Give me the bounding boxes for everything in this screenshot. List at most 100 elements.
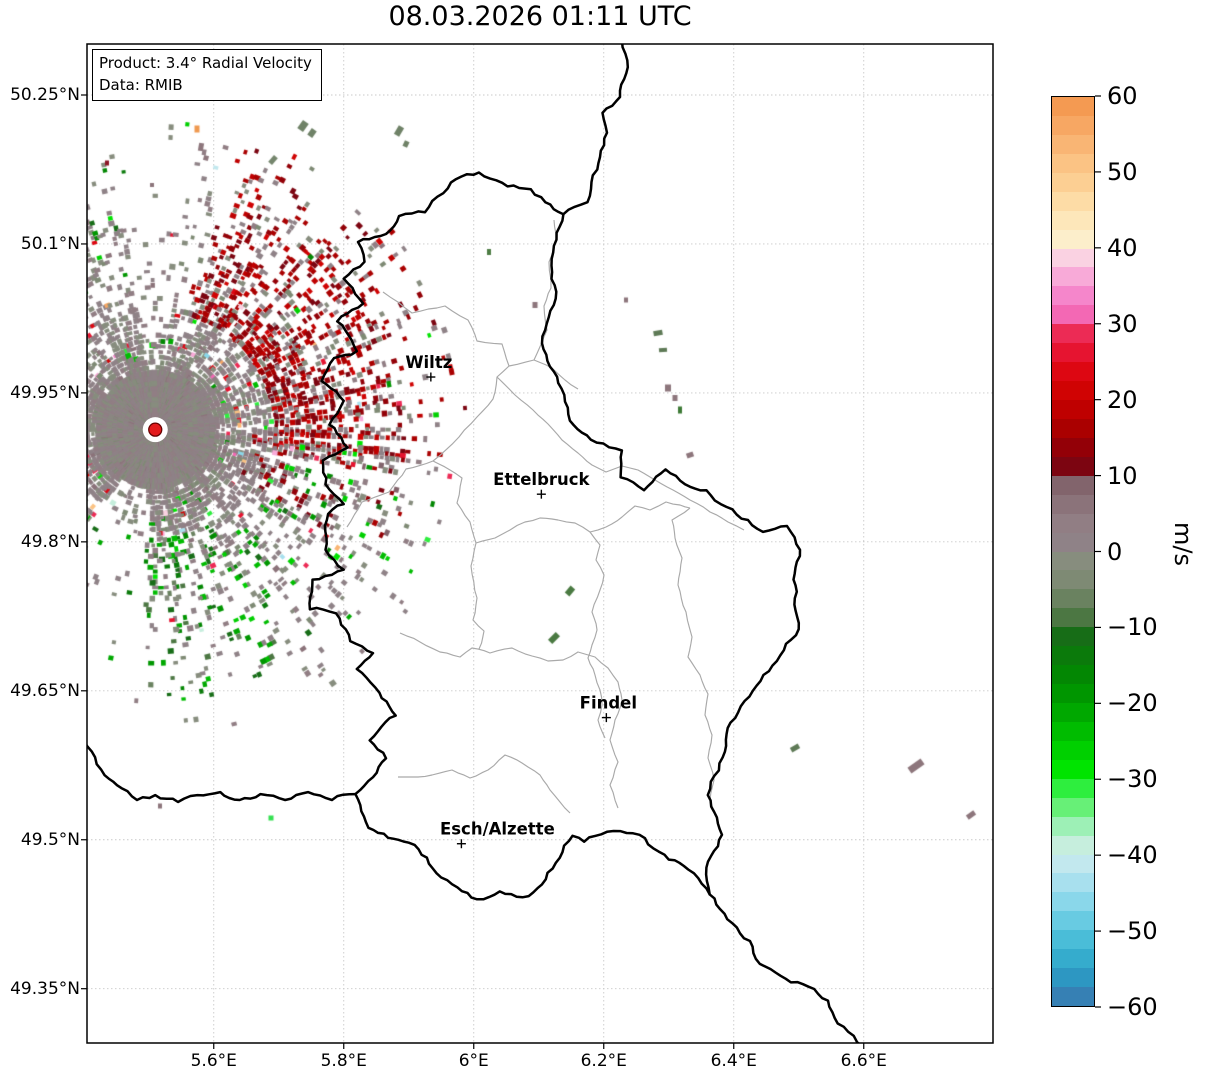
x-tick-label: 6.4°E (710, 1051, 757, 1071)
colorbar-tick-label: 40 (1107, 233, 1138, 262)
radar-scatter-canvas (87, 44, 993, 1043)
colorbar-band (1052, 589, 1094, 609)
colorbar-band (1052, 949, 1094, 969)
colorbar-tick-label: 20 (1107, 385, 1138, 414)
colorbar-band (1052, 381, 1094, 400)
colorbar-band (1052, 873, 1094, 893)
colorbar-band (1052, 400, 1094, 419)
page-title: 08.03.2026 01:11 UTC (388, 1, 692, 32)
city-label: Esch/Alzette (440, 820, 555, 839)
colorbar (1051, 96, 1095, 1007)
colorbar-tick-label: −20 (1107, 689, 1158, 718)
radar-site-dot (148, 422, 163, 437)
colorbar-band (1052, 437, 1094, 457)
canton-border-line (399, 632, 623, 809)
colorbar-band (1052, 911, 1094, 931)
colorbar-band (1052, 456, 1094, 476)
colorbar-band (1052, 475, 1094, 495)
colorbar-band (1052, 892, 1094, 912)
canton-borders (346, 219, 745, 816)
country-border-be_fr (87, 743, 357, 804)
colorbar-band (1052, 286, 1094, 306)
colorbar-band (1052, 229, 1094, 249)
colorbar-band (1052, 532, 1094, 552)
canton-border-line (346, 291, 510, 528)
city-label: Findel (580, 694, 637, 713)
x-tick-label: 6°E (458, 1051, 489, 1071)
colorbar-band (1052, 172, 1094, 192)
y-tick-label: 49.95°N (10, 382, 80, 403)
colorbar-band (1052, 191, 1094, 211)
colorbar-band (1052, 418, 1094, 438)
y-tick-label: 49.5°N (20, 829, 80, 850)
canton-border-line (496, 376, 745, 531)
canton-border-line (475, 501, 691, 544)
colorbar-tick-label: 0 (1107, 537, 1123, 566)
radar-site-marker (142, 417, 168, 443)
colorbar-band (1052, 134, 1094, 154)
colorbar-band (1052, 324, 1094, 344)
colorbar-band (1052, 778, 1094, 798)
country-border-luxembourg (308, 171, 802, 901)
x-tick-label: 6.6°E (840, 1051, 887, 1071)
canton-border-line (508, 219, 557, 367)
colorbar-band (1052, 797, 1094, 817)
colorbar-band (1052, 968, 1094, 988)
y-tick-label: 49.8°N (20, 531, 80, 552)
colorbar-band (1052, 684, 1094, 703)
colorbar-band (1052, 115, 1094, 135)
colorbar-band (1052, 153, 1094, 173)
y-tick-label: 49.35°N (10, 978, 80, 999)
canton-border-line (671, 507, 716, 816)
colorbar-tick-label: −30 (1107, 765, 1158, 794)
colorbar-band (1052, 305, 1094, 325)
x-tick-label: 5.6°E (190, 1051, 237, 1071)
canton-border-line (587, 531, 606, 739)
colorbar-band (1052, 494, 1094, 514)
colorbar-band (1052, 835, 1094, 855)
city-label: Ettelbruck (493, 470, 590, 489)
colorbar-band (1052, 627, 1094, 647)
colorbar-band (1052, 343, 1094, 363)
info-box-source: Data: RMIB (99, 76, 183, 94)
colorbar-band (1052, 930, 1094, 950)
colorbar-tick-label: −40 (1107, 841, 1158, 870)
canton-border-line (398, 754, 571, 814)
colorbar-band (1052, 570, 1094, 590)
colorbar-band (1052, 608, 1094, 628)
colorbar-band (1052, 513, 1094, 533)
colorbar-tick-label: 10 (1107, 461, 1138, 490)
colorbar-tick-label: 30 (1107, 309, 1138, 338)
y-tick-label: 50.25°N (10, 85, 80, 105)
x-tick-label: 6.2°E (580, 1051, 627, 1071)
colorbar-tick-label: 60 (1107, 82, 1138, 110)
colorbar-band (1052, 210, 1094, 230)
colorbar-band (1052, 551, 1094, 571)
colorbar-band (1052, 703, 1094, 722)
y-tick-label: 49.65°N (10, 680, 80, 701)
colorbar-tick-label: 50 (1107, 157, 1138, 186)
info-box: Product: 3.4° Radial Velocity Data: RMIB (92, 49, 322, 101)
colorbar-unit-label: m/s (1168, 522, 1197, 566)
plot-frame (86, 43, 994, 1044)
colorbar-band (1052, 816, 1094, 836)
colorbar-tick-label: −50 (1107, 917, 1158, 946)
colorbar-band (1052, 362, 1094, 382)
colorbar-band (1052, 759, 1094, 779)
country-border-fr_de (708, 893, 861, 1043)
city-label: Wiltz (405, 353, 452, 372)
colorbar-band (1052, 248, 1094, 268)
canton-border-line (432, 460, 485, 650)
country-borders (87, 44, 861, 1043)
colorbar-band (1052, 721, 1094, 741)
colorbar-band (1052, 854, 1094, 874)
colorbar-tick-label: −60 (1107, 993, 1158, 1021)
canton-border-line (533, 359, 579, 390)
colorbar-band (1052, 646, 1094, 666)
y-tick-label: 50.1°N (20, 233, 80, 254)
colorbar-band (1052, 97, 1094, 116)
country-border-be_de (562, 44, 630, 216)
colorbar-band (1052, 740, 1094, 760)
